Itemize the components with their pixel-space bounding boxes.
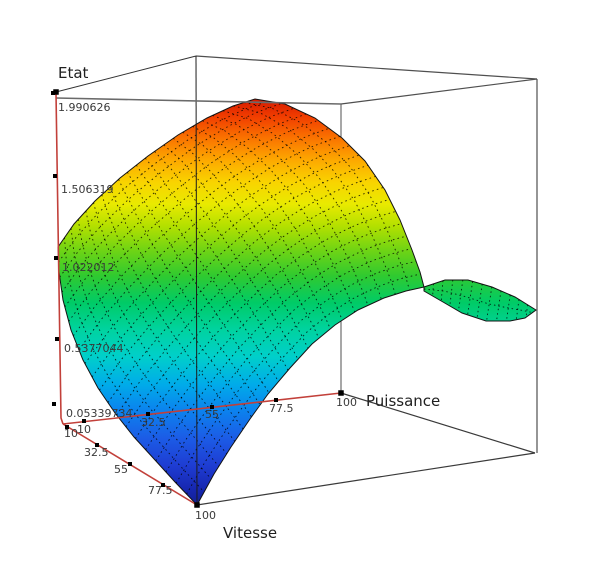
y-tick-label-3: 77.5 [148,484,173,497]
surface-fold-mesh [424,280,536,321]
axes-box-front-edges [55,55,342,506]
z-tick-label-0: 1.990626 [58,101,111,114]
y-tick-label-1: 32.5 [84,446,109,459]
y-tick-label-0: 10 [64,427,78,440]
x-tick-label-2: 55 [205,408,219,421]
z-tick-label-2: 1.022012 [62,261,115,274]
x-tick-label-1: 32.5 [141,416,166,429]
z-tick-label-3: 0.5377044 [64,342,124,355]
x-tick-label-0: 10 [77,423,91,436]
z-tick-label-1: 1.506319 [61,183,114,196]
x-tick-label-4: 100 [336,396,357,409]
surface-main-body [57,98,425,506]
surface-mesh [58,100,421,495]
y-axis-title: Vitesse [223,524,277,542]
x-tick-label-3: 77.5 [269,402,294,415]
tick-marks [51,89,344,508]
y-tick-label-2: 55 [114,463,128,476]
y-tick-label-4: 100 [195,509,216,522]
z-tick-label-4: 0.05339734 [66,407,132,420]
x-axis-title: Puissance [366,392,440,410]
z-axis-title: Etat [58,64,89,82]
